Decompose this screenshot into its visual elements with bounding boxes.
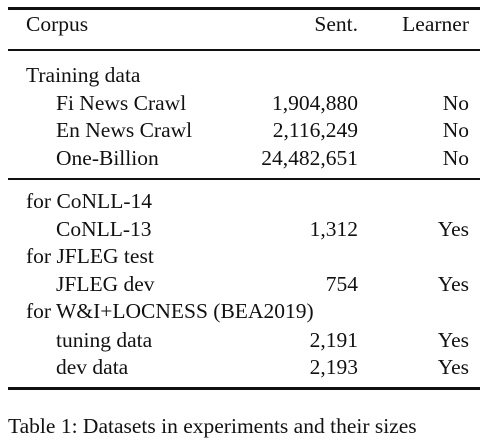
row-corpus: En News Crawl xyxy=(56,118,193,142)
row-sent: 754 xyxy=(325,272,358,296)
row-corpus: Fi News Crawl xyxy=(56,91,187,115)
row-sent: 2,116,249 xyxy=(272,118,358,142)
header-corpus: Corpus xyxy=(26,12,89,36)
row-sent: 2,193 xyxy=(309,355,358,379)
header-learner: Learner xyxy=(402,12,469,36)
row-sent: 1,904,880 xyxy=(272,91,358,115)
group-label-bea2019: for W&I+LOCNESS (BEA2019) xyxy=(26,299,314,323)
row-sent: 2,191 xyxy=(309,328,358,352)
row-learner: Yes xyxy=(437,217,469,241)
row-learner: Yes xyxy=(437,355,469,379)
row-learner: No xyxy=(442,146,469,170)
row-sent: 1,312 xyxy=(309,217,358,241)
row-learner: Yes xyxy=(437,328,469,352)
row-learner: No xyxy=(442,118,469,142)
row-learner: Yes xyxy=(437,272,469,296)
row-corpus: dev data xyxy=(56,355,129,379)
table-top-rule xyxy=(8,7,480,10)
section-rule xyxy=(8,178,480,180)
row-corpus: tuning data xyxy=(56,328,153,352)
group-label-training: Training data xyxy=(26,63,141,87)
header-sent: Sent. xyxy=(314,12,358,36)
group-label-jfleg: for JFLEG test xyxy=(26,244,154,268)
group-label-conll14: for CoNLL-14 xyxy=(26,189,152,213)
row-corpus: JFLEG dev xyxy=(56,272,155,296)
row-corpus: CoNLL-13 xyxy=(56,217,152,241)
table-bottom-rule xyxy=(8,387,480,390)
row-corpus: One-Billion xyxy=(56,146,159,170)
header-rule xyxy=(8,49,480,51)
table-caption: Table 1: Datasets in experiments and the… xyxy=(8,414,417,438)
row-learner: No xyxy=(442,91,469,115)
row-sent: 24,482,651 xyxy=(261,146,358,170)
